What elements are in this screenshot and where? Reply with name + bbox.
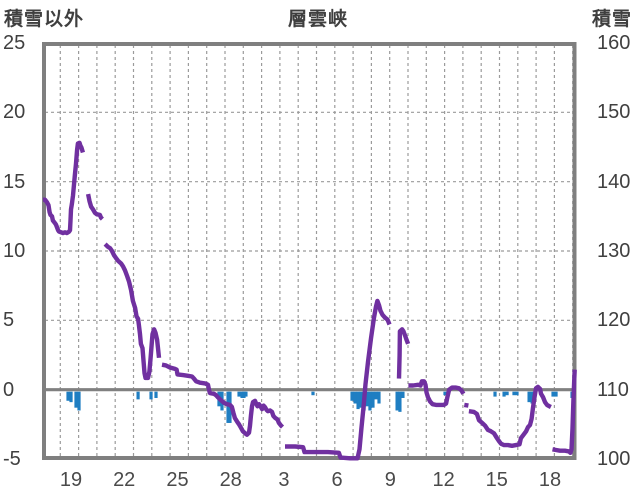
- precip-bar: [356, 391, 360, 410]
- precip-bar: [551, 391, 555, 397]
- x-axis-tick: 28: [219, 469, 242, 491]
- left-axis-tick: 0: [3, 378, 15, 401]
- plot-frame: [42, 42, 577, 460]
- snow-depth-line: [552, 369, 577, 455]
- left-axis-tick: 20: [3, 101, 26, 124]
- snow-depth-line: [85, 193, 104, 221]
- precip-bar: [374, 391, 378, 400]
- precip-bar: [66, 391, 70, 401]
- snow-depth-line: [463, 402, 469, 408]
- x-axis-tick: 12: [432, 469, 455, 491]
- precip-bar: [515, 391, 519, 396]
- precip-bar: [149, 391, 153, 400]
- precip-bar: [554, 391, 558, 397]
- precip-bar: [242, 391, 246, 398]
- precip-bar: [512, 391, 516, 396]
- x-axis-tick: 25: [166, 469, 189, 491]
- right-axis-tick: 150: [597, 101, 631, 124]
- precip-bar: [502, 391, 506, 397]
- x-axis-tick: 9: [384, 469, 396, 491]
- snow-depth-line: [468, 384, 552, 448]
- right-axis-tick: 120: [597, 309, 631, 332]
- precip-bar: [398, 391, 402, 412]
- precip-bar: [377, 391, 381, 404]
- precip-bar: [136, 391, 140, 400]
- precip-bar: [371, 391, 375, 408]
- precip-bar: [154, 391, 158, 398]
- snow-depth-line: [396, 327, 411, 379]
- precip-bar: [240, 391, 244, 398]
- precip-bar: [353, 391, 357, 404]
- x-axis-tick: 3: [278, 469, 290, 491]
- precip-bar: [493, 391, 497, 397]
- left-axis-tick: 15: [3, 170, 26, 193]
- left-axis-title: 積雪以外: [4, 9, 85, 30]
- precip-bar: [244, 391, 248, 397]
- snow-depth-line: [42, 140, 86, 236]
- x-axis-tick: 19: [59, 469, 83, 491]
- left-axis-tick: 10: [3, 240, 26, 262]
- right-axis-tick: 130: [597, 240, 631, 262]
- x-axis-tick: 18: [538, 469, 562, 491]
- right-axis-title: 積雪: [591, 9, 632, 30]
- snow-depth-line: [285, 298, 392, 461]
- precip-bar: [395, 391, 399, 411]
- left-axis-tick: 5: [3, 309, 15, 332]
- precip-bar: [401, 391, 405, 398]
- precip-bar: [226, 391, 230, 423]
- chart-title: 層雲峡: [287, 9, 348, 30]
- x-axis-tick: 6: [331, 469, 343, 491]
- snow-depth-line: [408, 379, 466, 408]
- x-axis-tick: 15: [485, 469, 508, 491]
- precip-bar: [368, 391, 372, 411]
- x-axis-tick: 22: [113, 469, 136, 491]
- precip-bar: [350, 391, 354, 401]
- precip-bar: [443, 391, 447, 396]
- snow-depth-line: [103, 242, 162, 381]
- right-axis-tick: 160: [597, 32, 631, 54]
- precip-bar: [505, 391, 509, 396]
- left-axis-tick: -5: [3, 448, 21, 470]
- snow-depth-line: [161, 362, 285, 437]
- right-axis-tick: 140: [597, 170, 631, 193]
- left-axis-tick: 25: [3, 32, 26, 54]
- precip-bar: [77, 391, 81, 411]
- right-axis-tick: 110: [597, 378, 629, 401]
- precip-bar: [311, 391, 315, 396]
- precip-bar: [359, 391, 363, 408]
- precip-bar: [530, 391, 534, 404]
- precip-bar: [365, 391, 369, 407]
- precip-bar: [69, 391, 73, 403]
- right-axis-tick: 100: [597, 448, 631, 470]
- precip-bar: [527, 391, 531, 403]
- precip-bar: [237, 391, 241, 397]
- precip-bar: [74, 391, 78, 408]
